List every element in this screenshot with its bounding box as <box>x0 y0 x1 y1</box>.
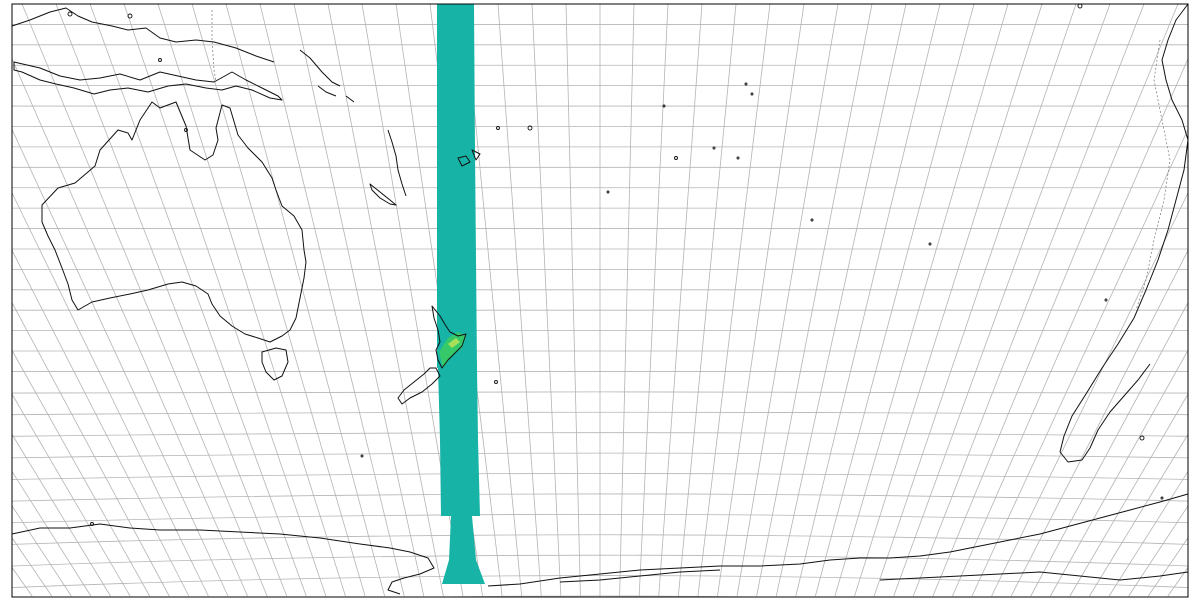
graticule-meridian <box>12 128 229 597</box>
graticule-meridian <box>12 393 131 597</box>
graticule-meridian <box>619 4 635 597</box>
country-border-new-guinea <box>211 10 217 83</box>
graticule-meridian <box>815 4 975 597</box>
graticule-meridian <box>1030 301 1188 597</box>
new-zealand-south-island-coast <box>397 367 441 405</box>
graticule-meridian <box>912 4 1145 597</box>
graticule-meridian <box>12 301 170 597</box>
graticule-meridian <box>12 57 248 597</box>
graticule-meridian <box>123 4 327 597</box>
data-field <box>437 4 485 584</box>
graticule-meridian <box>259 4 405 597</box>
graticule-meridian <box>677 4 737 597</box>
antarctica-coast-inner <box>559 569 1189 583</box>
graticule-meridian <box>952 57 1188 597</box>
graticule-meridian <box>12 191 209 597</box>
antarctica-coast-east <box>487 493 1189 587</box>
antarctica-coast-west <box>11 523 435 595</box>
australia-mainland-coast <box>41 101 307 343</box>
graticule-meridian <box>12 433 111 597</box>
vanuatu-coast <box>387 129 407 197</box>
field-column-upper <box>437 4 477 368</box>
field-column-lower <box>442 516 485 584</box>
graticule-meridian <box>717 4 805 597</box>
graticule-meridian <box>1010 249 1188 597</box>
graticule-meridian <box>1069 393 1188 597</box>
graticule-meridian <box>971 128 1188 597</box>
graticule-meridian <box>12 349 150 597</box>
new-zealand-north-island-coast <box>431 305 467 369</box>
new-guinea-north-coast <box>11 7 275 63</box>
graticule-meridian <box>756 4 873 597</box>
graticule-meridian <box>531 4 562 597</box>
graticule-meridian <box>55 4 288 597</box>
graticule-meridian <box>565 4 581 597</box>
graticule-meridian <box>795 4 941 597</box>
graticule-meridian <box>893 4 1111 597</box>
solomon-islands-coast <box>299 49 355 103</box>
graticule-meridian <box>497 4 542 597</box>
graticule-meridian <box>638 4 669 597</box>
field-column-middle <box>438 368 480 516</box>
graticule-meridian <box>854 4 1043 597</box>
graticule-meridian <box>89 4 307 597</box>
graticule-meridian <box>21 4 268 597</box>
tasmania-coast <box>261 347 289 381</box>
new-caledonia-coast <box>369 183 397 206</box>
graticule-meridian <box>327 4 444 597</box>
graticule-meridian <box>834 4 1009 597</box>
map-frame <box>11 3 1189 598</box>
graticule-meridian <box>697 4 771 597</box>
graticule-meridian <box>1108 470 1188 597</box>
graticule <box>12 4 1188 597</box>
graticule-meridian <box>932 4 1179 597</box>
graticule-meridian <box>736 4 839 597</box>
small-islands <box>67 3 1164 526</box>
country-border-south-america <box>1135 39 1171 311</box>
south-america-tip-coast <box>1059 3 1189 463</box>
graticule-meridian <box>1050 349 1188 597</box>
graticule-meridian <box>293 4 425 597</box>
graticule-meridian <box>191 4 366 597</box>
graticule-meridian <box>12 470 92 597</box>
graticule-meridian <box>658 4 703 597</box>
graticule-meridian <box>1089 433 1188 597</box>
graticule-meridian <box>991 191 1188 597</box>
fiji-coast <box>457 149 481 167</box>
new-guinea-coast <box>13 61 283 101</box>
field-highlight-north-island <box>439 332 466 368</box>
graticule-meridian <box>775 4 907 597</box>
graticule-parallel <box>408 595 792 597</box>
graticule-meridian <box>873 4 1077 597</box>
graticule-meridian <box>12 249 190 597</box>
graticule-meridian <box>157 4 346 597</box>
coastlines <box>11 3 1189 595</box>
field-peak <box>448 338 460 348</box>
graticule-meridian <box>225 4 385 597</box>
